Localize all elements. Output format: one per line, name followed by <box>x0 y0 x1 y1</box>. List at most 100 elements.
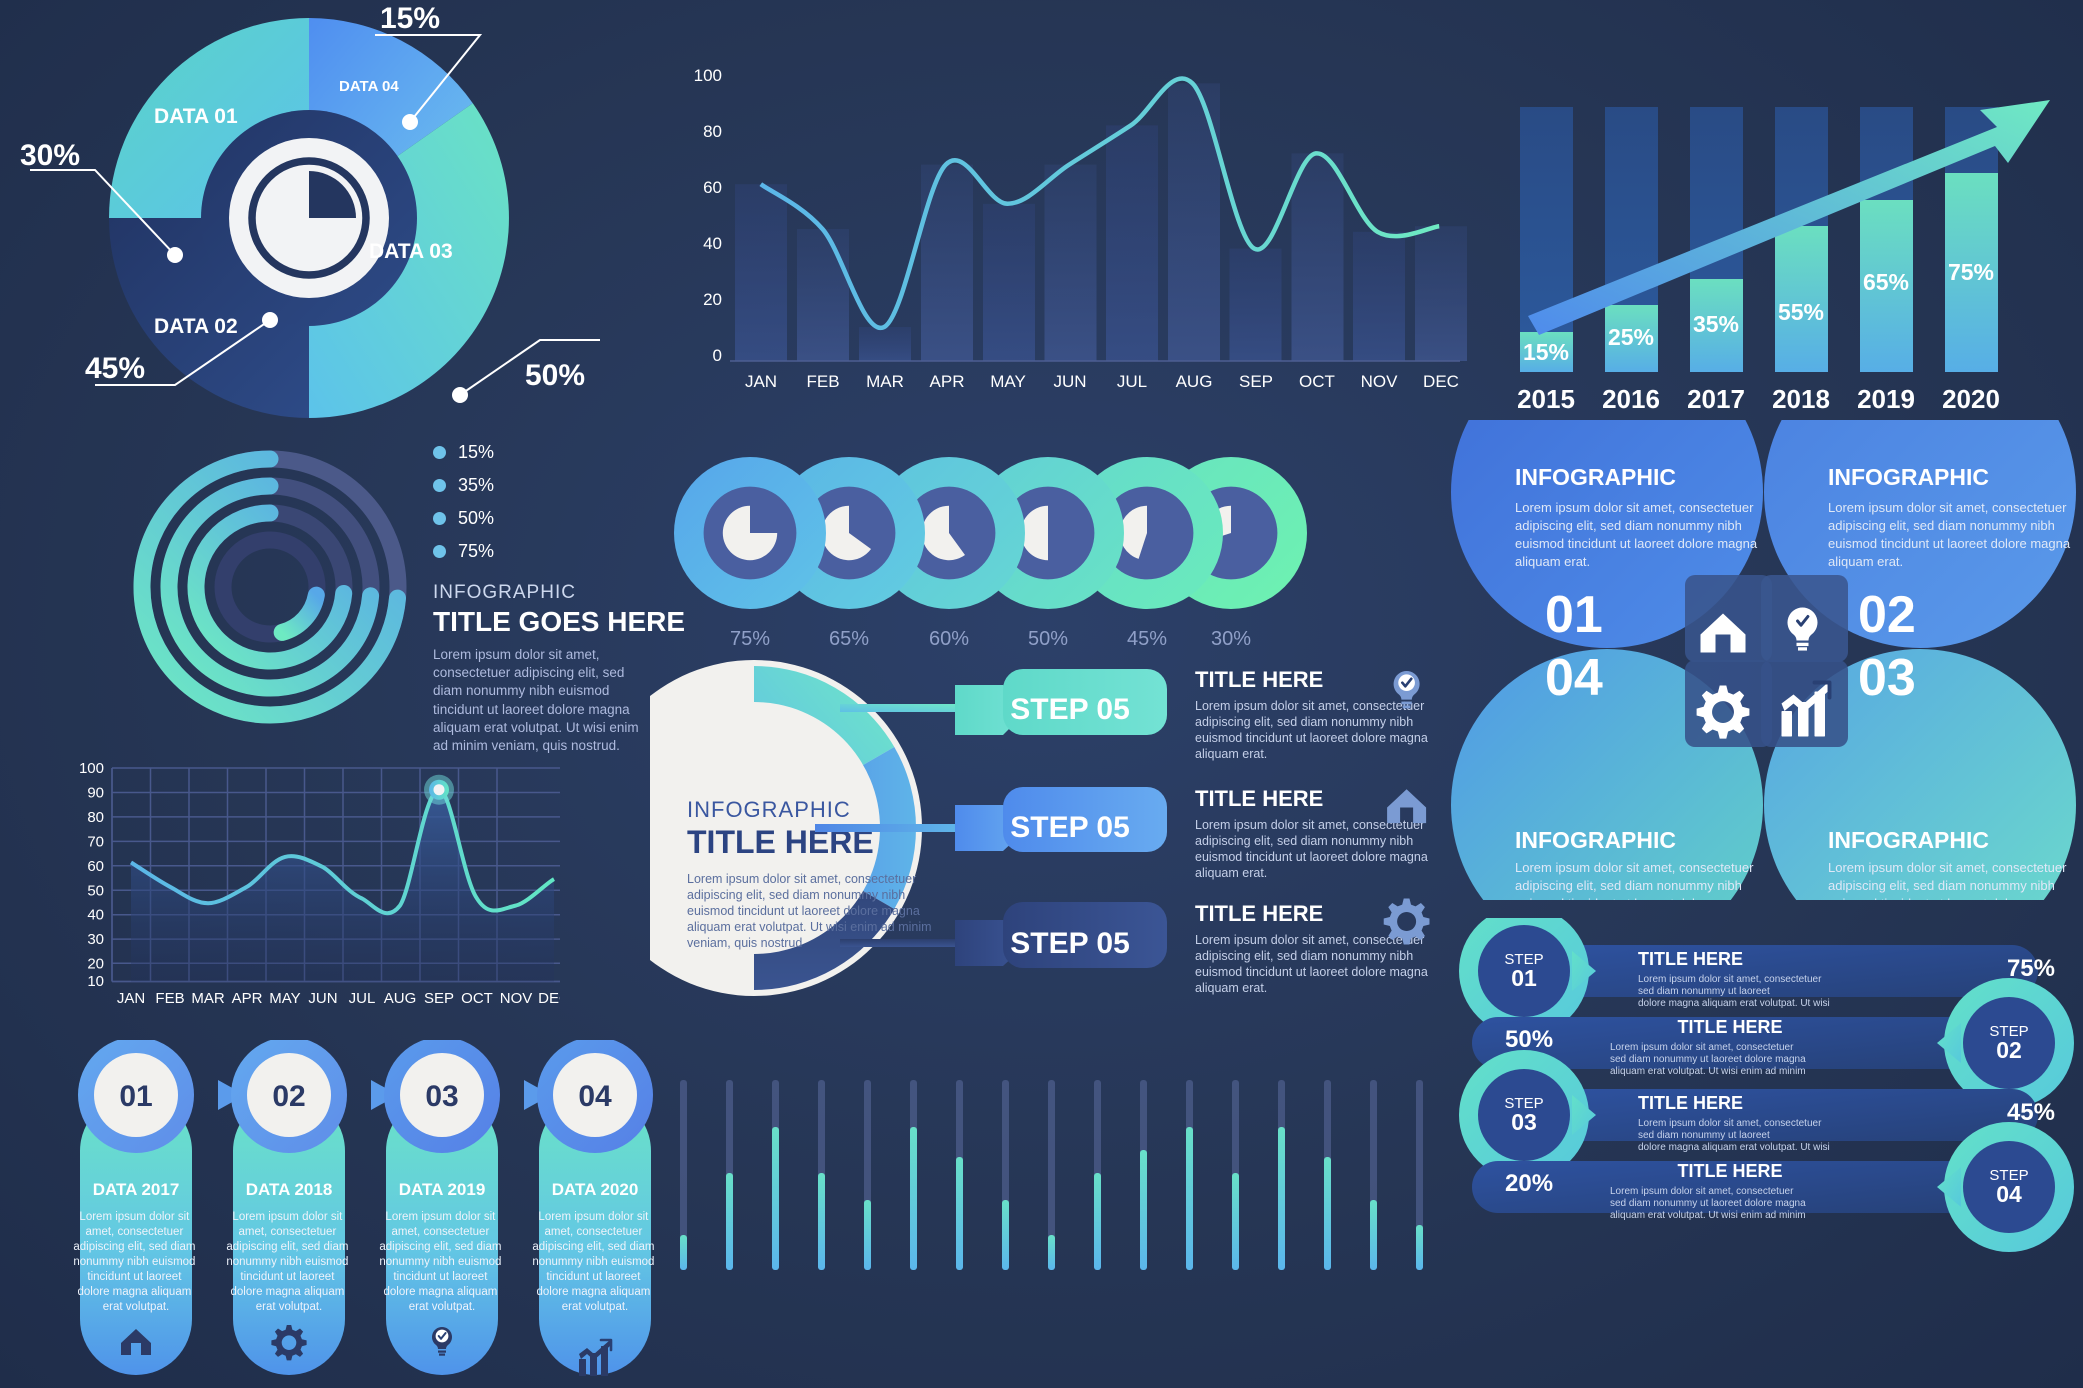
svg-text:euismod tincidunt ut laoreet d: euismod tincidunt ut laoreet dolore magn… <box>1195 965 1428 979</box>
svg-text:MAY: MAY <box>269 990 300 1007</box>
svg-text:20: 20 <box>703 290 722 309</box>
svg-text:adipiscing elit, sed diam nonu: adipiscing elit, sed diam nonummy nibh <box>1195 715 1413 729</box>
svg-text:INFOGRAPHIC: INFOGRAPHIC <box>1515 464 1676 490</box>
svg-text:sed diam nonummy ut laoreet: sed diam nonummy ut laoreet <box>1638 1130 1770 1141</box>
svg-text:90: 90 <box>87 785 104 802</box>
svg-text:sed diam nonummy ut laoreet: sed diam nonummy ut laoreet <box>1638 986 1770 997</box>
svg-text:20: 20 <box>87 955 104 972</box>
svg-text:euismod tincidunt ut laoreet d: euismod tincidunt ut laoreet dolore magn… <box>1515 536 1758 551</box>
svg-text:01: 01 <box>119 1080 152 1113</box>
svg-text:euismod tincidunt ut laoreet d: euismod tincidunt ut laoreet dolore magn… <box>1828 896 2071 900</box>
svg-text:04: 04 <box>578 1080 612 1113</box>
svg-text:NOV: NOV <box>1361 372 1399 391</box>
svg-text:APR: APR <box>930 372 965 391</box>
svg-text:FEB: FEB <box>806 372 839 391</box>
svg-text:2015: 2015 <box>1517 384 1575 414</box>
svg-text:15%: 15% <box>1523 339 1569 365</box>
svg-text:35%: 35% <box>1693 311 1739 337</box>
svg-text:01: 01 <box>1545 586 1603 644</box>
svg-text:aliquam erat.: aliquam erat. <box>1195 981 1267 995</box>
svg-text:SEP: SEP <box>1239 372 1273 391</box>
svg-text:2020: 2020 <box>1942 384 2000 414</box>
svg-text:2019: 2019 <box>1857 384 1915 414</box>
svg-text:Lorem ipsum dolor sit amet, co: Lorem ipsum dolor sit amet, consectetuer <box>1515 860 1754 875</box>
svg-text:DATA 2017: DATA 2017 <box>93 1180 180 1199</box>
svg-text:JAN: JAN <box>117 990 145 1007</box>
svg-text:OCT: OCT <box>461 990 493 1007</box>
svg-text:03: 03 <box>1858 649 1916 707</box>
svg-text:80: 80 <box>703 122 722 141</box>
svg-text:02: 02 <box>272 1080 305 1113</box>
svg-text:aliquam erat volutpat. Ut wisi: aliquam erat volutpat. Ut wisi enim ad m… <box>1610 1066 1806 1077</box>
svg-text:adipiscing elit, sed diam nonu: adipiscing elit, sed diam nonummy nibh <box>1515 878 1742 893</box>
svg-text:04: 04 <box>1545 649 1603 707</box>
svg-text:DEC: DEC <box>538 990 560 1007</box>
svg-text:75%: 75% <box>2007 955 2055 982</box>
svg-text:DATA 04: DATA 04 <box>339 78 399 95</box>
svg-text:30%: 30% <box>20 139 80 172</box>
svg-text:TITLE HERE: TITLE HERE <box>1195 667 1323 692</box>
svg-text:euismod tincidunt ut laoreet d: euismod tincidunt ut laoreet dolore magn… <box>1515 896 1758 900</box>
svg-text:TITLE HERE: TITLE HERE <box>1195 901 1323 926</box>
svg-text:INFOGRAPHIC: INFOGRAPHIC <box>687 797 851 822</box>
svg-text:10: 10 <box>87 973 104 990</box>
svg-text:adipiscing elit, sed diam nonu: adipiscing elit, sed diam nonummy nibh <box>1828 518 2055 533</box>
svg-text:AUG: AUG <box>1176 372 1213 391</box>
svg-text:30: 30 <box>87 931 104 948</box>
svg-text:aliquam erat.: aliquam erat. <box>1515 554 1590 569</box>
svg-text:NOV: NOV <box>500 990 533 1007</box>
svg-text:DATA 2020: DATA 2020 <box>552 1180 639 1199</box>
svg-text:Lorem ipsum dolor sit amet, co: Lorem ipsum dolor sit amet, consectetuer <box>1828 500 2067 515</box>
svg-text:Lorem ipsum dolor sit: Lorem ipsum dolor sit amet, consectetuer… <box>532 1211 657 1313</box>
svg-text:SEP: SEP <box>424 990 454 1007</box>
svg-text:adipiscing elit, sed diam nonu: adipiscing elit, sed diam nonummy nibh <box>1195 949 1413 963</box>
svg-text:Lorem ipsum dolor sit amet, co: Lorem ipsum dolor sit amet, consectetuer <box>1638 974 1822 985</box>
svg-text:euismod tincidunt ut laoreet d: euismod tincidunt ut laoreet dolore magn… <box>1195 850 1428 864</box>
svg-text:DATA 02: DATA 02 <box>154 315 238 338</box>
svg-text:sed diam nonummy ut laoreet do: sed diam nonummy ut laoreet dolore magna <box>1610 1198 1806 1209</box>
svg-text:DATA 01: DATA 01 <box>154 105 238 128</box>
svg-text:adipiscing elit, sed diam nonu: adipiscing elit, sed diam nonummy nibh <box>1515 518 1742 533</box>
svg-text:Lorem ipsum dolor sit amet, co: Lorem ipsum dolor sit amet, consectetuer <box>1638 1118 1822 1129</box>
svg-text:TITLE HERE: TITLE HERE <box>1638 949 1743 969</box>
svg-text:65%: 65% <box>1863 269 1909 295</box>
svg-text:DATA 2019: DATA 2019 <box>399 1180 486 1199</box>
svg-text:TITLE HERE: TITLE HERE <box>1677 1017 1782 1037</box>
svg-text:INFOGRAPHIC: INFOGRAPHIC <box>1828 827 1989 853</box>
svg-text:02: 02 <box>1858 586 1916 644</box>
svg-text:adipiscing elit, sed diam nonu: adipiscing elit, sed diam nonummy nibh <box>1828 878 2055 893</box>
svg-text:adipiscing elit, sed diam nonu: adipiscing elit, sed diam nonummy nibh <box>1195 834 1413 848</box>
svg-text:25%: 25% <box>1608 324 1654 350</box>
svg-text:50%: 50% <box>525 359 585 392</box>
svg-text:JAN: JAN <box>745 372 777 391</box>
svg-text:JUN: JUN <box>1053 372 1086 391</box>
svg-text:55%: 55% <box>1778 299 1824 325</box>
svg-text:0: 0 <box>713 346 722 365</box>
svg-text:TITLE HERE: TITLE HERE <box>1677 1161 1782 1181</box>
svg-text:Lorem ipsum dolor sit amet, co: Lorem ipsum dolor sit amet, consectetuer <box>1610 1186 1794 1197</box>
svg-text:JUN: JUN <box>308 990 337 1007</box>
svg-text:MAY: MAY <box>990 372 1026 391</box>
svg-text:50%: 50% <box>1505 1026 1553 1053</box>
svg-text:aliquam erat.: aliquam erat. <box>1828 554 1903 569</box>
svg-text:DATA 2018: DATA 2018 <box>246 1180 333 1199</box>
svg-text:60: 60 <box>87 858 104 875</box>
svg-text:80: 80 <box>87 809 104 826</box>
svg-text:2016: 2016 <box>1602 384 1660 414</box>
svg-text:STEP 05: STEP 05 <box>1010 927 1130 960</box>
svg-text:100: 100 <box>694 66 722 85</box>
svg-text:TITLE HERE: TITLE HERE <box>1195 786 1323 811</box>
svg-text:40: 40 <box>703 234 722 253</box>
svg-text:sed diam nonummy ut laoreet do: sed diam nonummy ut laoreet dolore magna <box>1610 1054 1806 1065</box>
svg-text:2017: 2017 <box>1687 384 1745 414</box>
svg-text:Lorem ipsum dolor sit: Lorem ipsum dolor sit amet, consectetuer… <box>226 1211 351 1313</box>
svg-text:02: 02 <box>1996 1037 2022 1063</box>
svg-text:Lorem ipsum dolor sit: Lorem ipsum dolor sit amet, consectetuer… <box>379 1211 504 1313</box>
svg-text:DEC: DEC <box>1423 372 1459 391</box>
svg-text:20%: 20% <box>1505 1170 1553 1197</box>
svg-text:100: 100 <box>79 760 104 777</box>
svg-text:60: 60 <box>703 178 722 197</box>
svg-text:dolore magna aliquam erat volu: dolore magna aliquam erat volutpat. Ut w… <box>1638 998 1830 1009</box>
svg-text:STEP 05: STEP 05 <box>1010 811 1130 844</box>
svg-text:dolore magna aliquam erat volu: dolore magna aliquam erat volutpat. Ut w… <box>1638 1142 1830 1153</box>
